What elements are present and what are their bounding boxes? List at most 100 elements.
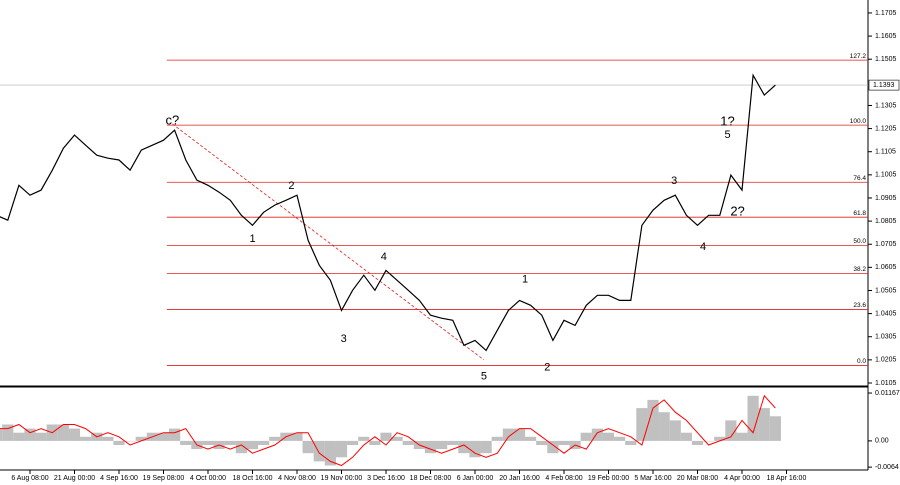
histogram-bar xyxy=(591,428,603,441)
x-tick-label: 4 Feb 08:00 xyxy=(545,475,582,482)
signal-line xyxy=(0,394,776,467)
histogram-bar xyxy=(647,399,659,441)
histogram-bar xyxy=(536,440,548,445)
x-tick-label: 18 Apr 16:00 xyxy=(767,475,807,482)
histogram-bar xyxy=(469,440,481,458)
wave-label: 2 xyxy=(288,180,294,192)
wave-label: 4 xyxy=(381,251,387,263)
histogram-bar xyxy=(691,440,704,445)
trend-line xyxy=(172,123,485,361)
histogram-bar xyxy=(68,428,81,441)
x-tick-label: 19 Sep 08:00 xyxy=(143,475,185,482)
histogram-bar xyxy=(680,432,692,441)
fib-label: 0.0 xyxy=(857,358,866,365)
x-tick-label: 18 Dec 08:00 xyxy=(410,475,452,482)
histogram-bar xyxy=(0,428,3,441)
y-tick-label: 1.0905 xyxy=(875,195,897,202)
x-tick-label: 4 Oct 00:00 xyxy=(190,475,226,482)
histogram-bar xyxy=(24,428,36,441)
wave-label: 2? xyxy=(730,204,744,219)
histogram-bar xyxy=(424,440,437,454)
histogram-bar xyxy=(224,440,236,445)
histogram-bar xyxy=(602,432,615,441)
x-tick-label: 6 Aug 08:00 xyxy=(11,475,48,482)
histogram-bar xyxy=(714,436,726,441)
histogram-bar xyxy=(291,432,303,441)
histogram-bar xyxy=(380,432,392,441)
histogram-bar xyxy=(102,436,114,441)
x-tick-label: 4 Sep 16:00 xyxy=(100,475,138,482)
histogram-bar xyxy=(580,432,592,441)
histogram-bar xyxy=(358,436,370,441)
wave-label: 1 xyxy=(249,233,255,245)
histogram-bar xyxy=(369,440,381,445)
histogram-bar xyxy=(258,440,270,445)
y-tick-label: 1.1505 xyxy=(875,56,897,63)
x-tick-label: 21 Aug 00:00 xyxy=(54,475,95,482)
histogram-bar xyxy=(558,440,570,445)
histogram-bar xyxy=(502,428,514,441)
histogram-bar xyxy=(2,424,14,441)
histogram-bar xyxy=(458,440,470,454)
histogram-bar xyxy=(302,440,314,454)
y-tick-label: 1.1005 xyxy=(875,172,897,179)
fib-label: 23.6 xyxy=(853,302,866,309)
wave-label: 4 xyxy=(700,241,706,253)
histogram-bar xyxy=(80,436,92,441)
histogram-bar xyxy=(335,440,348,458)
x-tick-label: 3 Dec 16:00 xyxy=(367,475,405,482)
wave-label: 5 xyxy=(481,370,487,382)
fib-label: 61.8 xyxy=(853,210,866,217)
x-tick-label: 20 Jan 16:00 xyxy=(499,475,540,482)
histogram-bar xyxy=(547,440,559,454)
fib-label: 50.0 xyxy=(853,238,866,245)
y-tick-label: 1.0505 xyxy=(875,287,897,294)
wave-label: 2 xyxy=(544,361,550,373)
wave-label: 5 xyxy=(724,129,730,141)
y-tick-label: 1.0805 xyxy=(875,218,897,225)
wave-label: 3 xyxy=(671,175,677,187)
histogram-bar xyxy=(324,440,336,466)
histogram-bar xyxy=(447,440,459,445)
histogram-bar xyxy=(347,440,359,445)
y-tick-label: 1.0105 xyxy=(875,380,897,387)
y-tick-label: 1.0405 xyxy=(875,310,897,317)
histogram-bar xyxy=(157,432,170,441)
histogram-bar xyxy=(202,440,214,445)
histogram-bar xyxy=(180,440,192,445)
histogram-bar xyxy=(13,432,25,441)
x-tick-label: 19 Feb 00:00 xyxy=(588,475,629,482)
fib-label: 76.4 xyxy=(853,175,866,182)
histogram-bar xyxy=(703,440,715,442)
histogram-bar xyxy=(769,416,781,441)
histogram-bar xyxy=(480,440,492,454)
y-tick-label: 1.0205 xyxy=(875,357,897,364)
x-tick-label: 4 Nov 08:00 xyxy=(278,475,316,482)
histogram-bar xyxy=(636,408,648,441)
y-tick-label: 1.1305 xyxy=(875,102,897,109)
histogram-bar xyxy=(113,440,125,445)
histogram-bar xyxy=(313,440,325,462)
histogram-bar xyxy=(614,436,626,441)
y-tick-label: -0.0064 xyxy=(875,464,899,471)
histogram-bar xyxy=(513,428,526,441)
last-price-label: 1.1393 xyxy=(873,82,895,89)
last-price-box xyxy=(868,79,900,91)
wave-label: c? xyxy=(166,113,180,128)
histogram-bar xyxy=(235,440,247,454)
histogram-bar xyxy=(658,412,670,441)
y-tick-label: 0.00 xyxy=(875,438,889,445)
histogram-bar xyxy=(725,420,737,441)
y-tick-label: 1.1205 xyxy=(875,125,897,132)
histogram-bar xyxy=(525,436,537,441)
y-tick-label: 1.0305 xyxy=(875,334,897,341)
wave-label: 1 xyxy=(522,273,528,285)
histogram-bar xyxy=(436,440,448,450)
price-line xyxy=(0,73,776,352)
wave-label: 3 xyxy=(341,333,347,345)
histogram-bar xyxy=(758,408,770,441)
x-tick-label: 5 Mar 16:00 xyxy=(634,475,671,482)
fib-label: 100.0 xyxy=(850,118,867,125)
histogram-bar xyxy=(124,440,136,442)
histogram-bar xyxy=(57,424,69,441)
